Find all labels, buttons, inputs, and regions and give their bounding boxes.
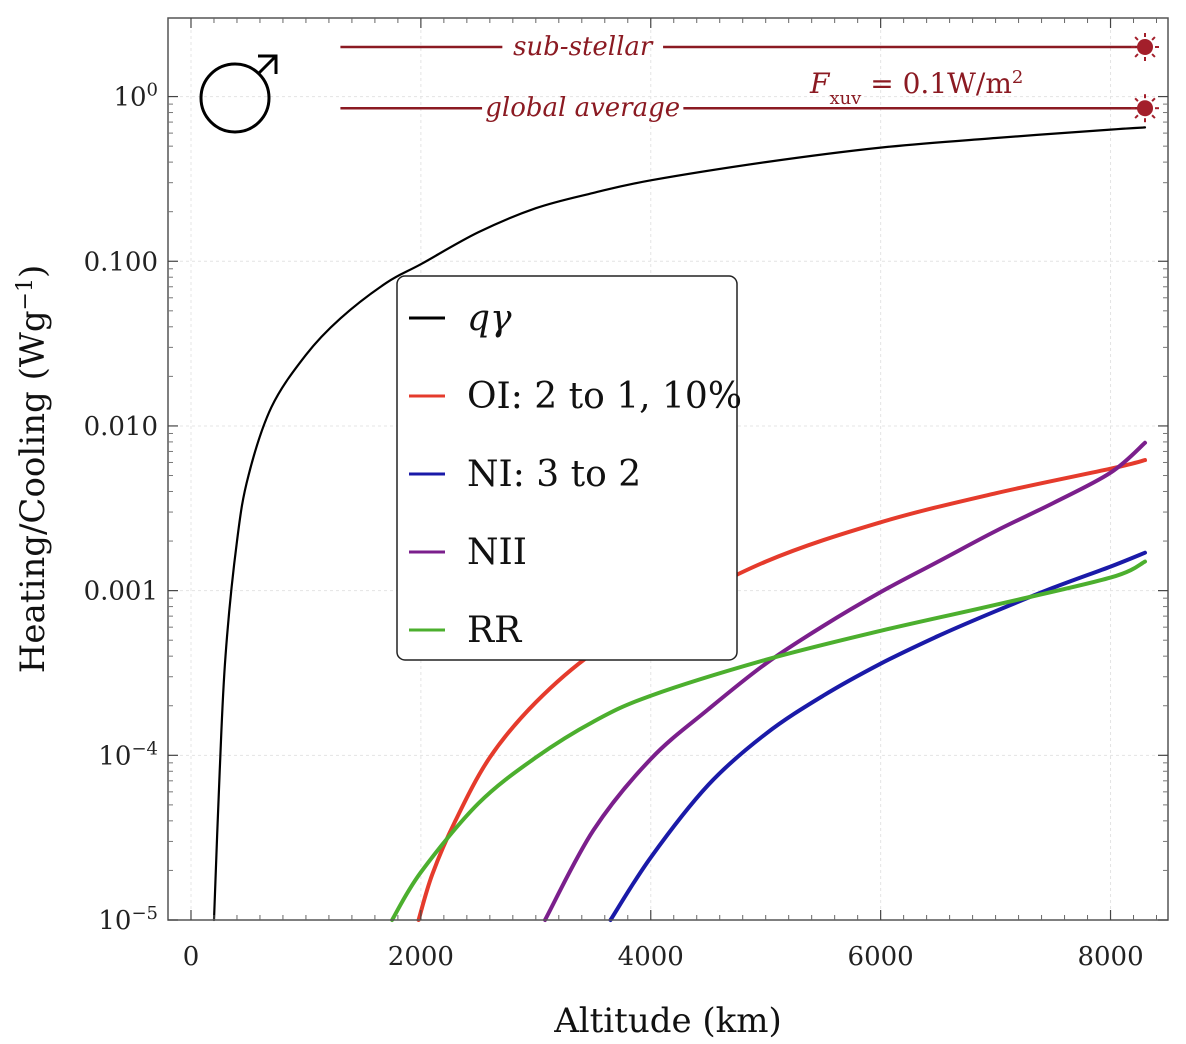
y-tick-label: 100 [113, 79, 158, 113]
y-tick-label-exp: −4 [131, 738, 158, 759]
series-line-0 [212, 126, 1147, 922]
series-line-3 [543, 440, 1147, 922]
legend-label-0: qγ [467, 298, 512, 339]
y-tick-label: 0.010 [84, 412, 158, 442]
x-tick-label: 0 [183, 942, 200, 972]
sun-icon [1131, 32, 1160, 61]
sun-icon-disk [1137, 100, 1154, 117]
flux-label: Fxuv = 0.1W/m2 [809, 67, 1023, 109]
y-axis-title-sup: −1 [13, 278, 38, 310]
sun-icon-disk [1137, 38, 1154, 55]
x-tick-label: 4000 [618, 942, 684, 972]
legend-label-4: RR [467, 610, 522, 651]
sub-stellar-label: sub-stellar [513, 32, 654, 62]
sun-icon [1131, 94, 1160, 123]
sun-icon-ray [1134, 114, 1139, 119]
y-tick-label: 10−5 [98, 903, 158, 937]
series-line-2 [608, 550, 1147, 922]
legend: qγ OI: 2 to 1, 10% NI: 3 to 2 NII RR [396, 275, 742, 661]
sun-icon-ray [1151, 36, 1156, 41]
x-tick-label: 6000 [848, 942, 914, 972]
y-tick-label-exp: −5 [131, 903, 158, 924]
y-tick-label-base: 10 [98, 741, 131, 771]
mars-icon [199, 62, 271, 134]
y-tick-label: 10−4 [98, 738, 158, 772]
legend-label-2: NI: 3 to 2 [467, 454, 641, 495]
series-line-4 [390, 559, 1147, 922]
x-axis-title: Altitude (km) [553, 1001, 782, 1041]
y-axis-title: Heating/Cooling (Wg−1) [13, 265, 54, 674]
sun-icon-ray [1134, 97, 1139, 102]
series-layer [212, 126, 1147, 922]
y-axis-title-main: Heating/Cooling (Wg [13, 310, 53, 673]
flux-label-sub: xuv [829, 88, 862, 109]
plot-frame [167, 17, 1169, 921]
y-tick-label-base: 10 [113, 83, 146, 113]
y-tick-label-base: 0.100 [84, 247, 158, 277]
sun-icon-ray [1151, 53, 1156, 58]
y-tick-label-base: 10 [98, 906, 131, 936]
y-tick-label-base: 0.001 [84, 577, 158, 607]
y-tick-label-exp: 0 [147, 79, 158, 100]
sun-icon-ray [1134, 36, 1139, 41]
ticks: 0 2000 4000 6000 800010−510−40.0010.0100.100… [84, 18, 1168, 972]
flux-label-value: = 0.1W/m [861, 67, 1012, 100]
y-tick-label: 0.001 [84, 577, 158, 607]
sun-icon-ray [1151, 97, 1156, 102]
x-tick-label: 2000 [388, 942, 454, 972]
planet-symbol-mars [199, 54, 278, 134]
y-tick-label: 0.100 [84, 247, 158, 277]
flux-label-sup: 2 [1012, 67, 1023, 88]
mars-arrow [256, 54, 278, 76]
x-tick-label: 8000 [1077, 942, 1143, 972]
sun-icon-ray [1134, 53, 1139, 58]
legend-label-1: OI: 2 to 1, 10% [467, 376, 742, 417]
y-tick-label-base: 0.010 [84, 412, 158, 442]
sun-icon-ray [1151, 114, 1156, 119]
global-average-label: global average [485, 93, 680, 123]
legend-box [396, 275, 738, 661]
annotation-layer: sub-stellar global average Fxuv = 0.1W/m2 [340, 32, 1160, 123]
flux-label-f: F [809, 67, 831, 100]
legend-label-3: NII [467, 532, 527, 573]
y-axis-title-close: ) [13, 265, 53, 278]
